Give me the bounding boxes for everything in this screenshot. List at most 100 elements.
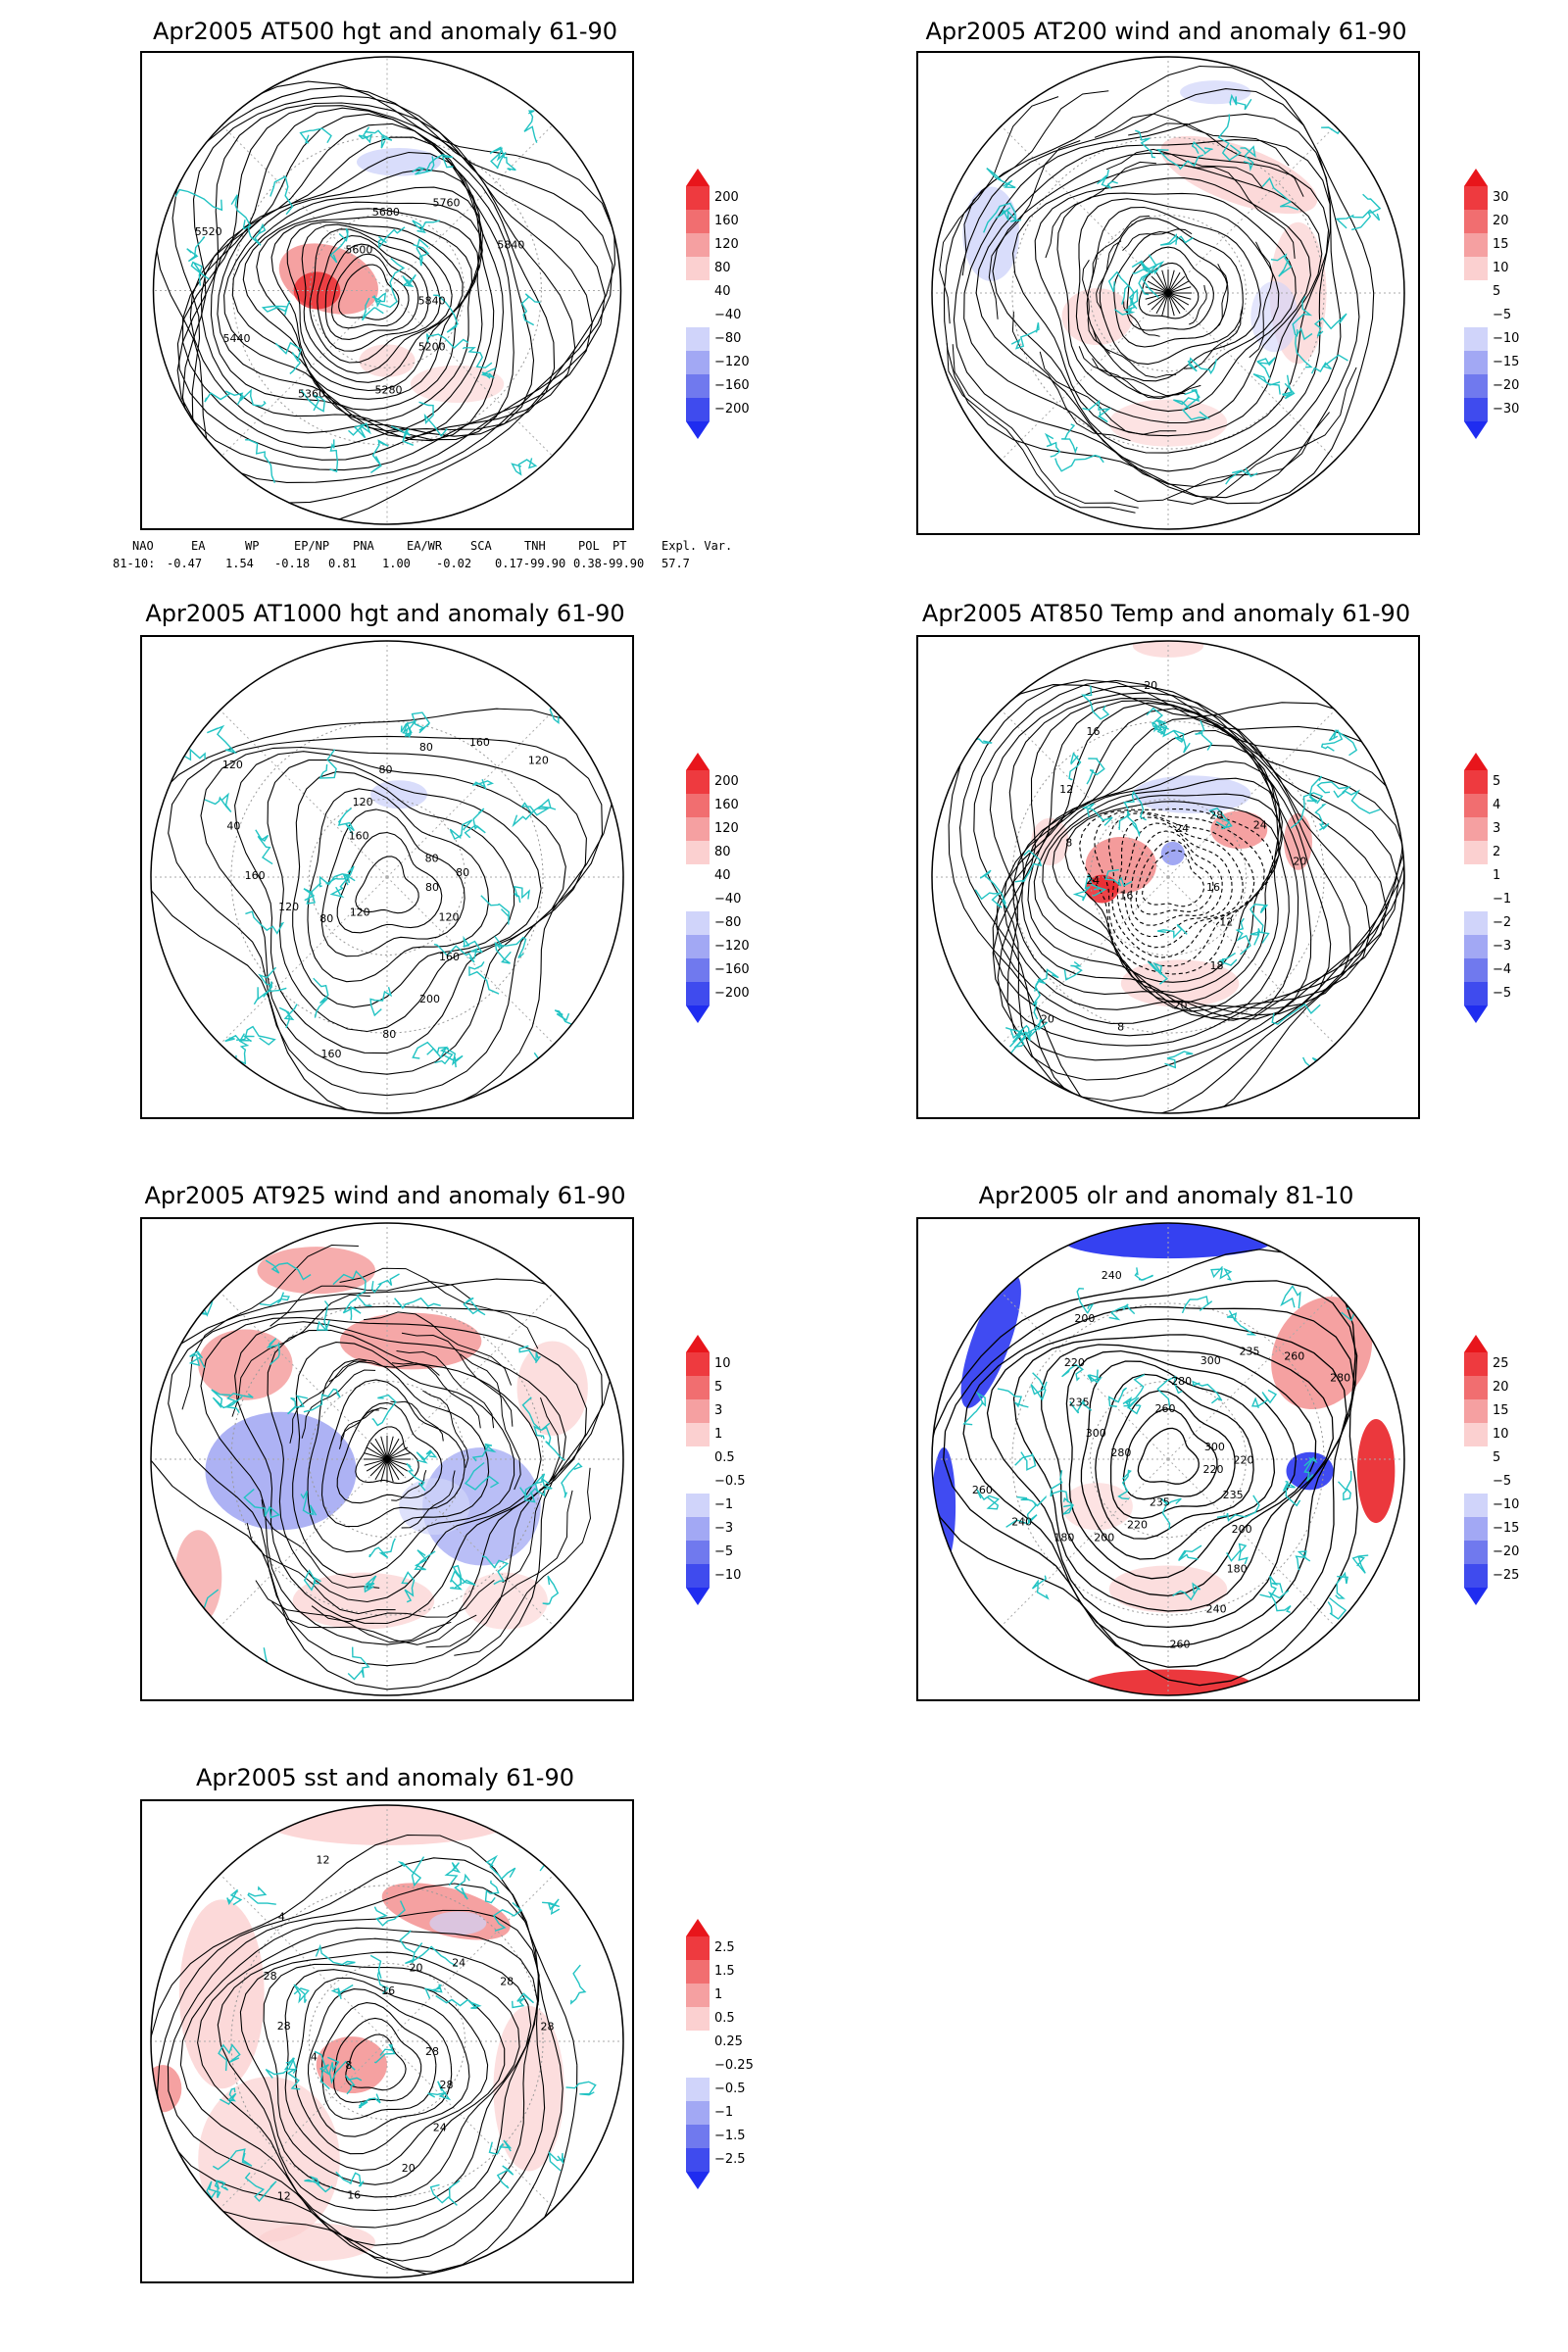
coastline-layer bbox=[983, 93, 1382, 485]
panel-title-at925: Apr2005 AT925 wind and anomaly 61-90 bbox=[144, 1182, 626, 1209]
colorbar-tick-label: 0.25 bbox=[714, 2034, 743, 2049]
contour-label: 20 bbox=[1144, 679, 1157, 692]
index-value: 1.00 bbox=[382, 557, 411, 570]
coastline-layer bbox=[964, 685, 1381, 1091]
contour-label: 220 bbox=[1234, 1454, 1254, 1467]
colorbar-tick-label: 1.5 bbox=[714, 1964, 735, 1979]
colorbar-sst: 2.5 1.5 1 0.5 0.25 −0.25 −0.5 −1 −1.5 −2.5 bbox=[679, 1919, 787, 2203]
contour-label: 200 bbox=[1094, 1532, 1114, 1544]
colorbar-tick-label: −200 bbox=[714, 402, 750, 416]
contour-label: 24 bbox=[1253, 819, 1267, 832]
coastline-layer bbox=[206, 1839, 597, 2206]
colorbar-tick-label: −3 bbox=[1493, 939, 1512, 954]
colorbar-tick-label: 80 bbox=[714, 261, 731, 275]
contour-label: 5280 bbox=[375, 383, 403, 396]
contour-label: 300 bbox=[1200, 1354, 1221, 1367]
colorbar-tick-label: −160 bbox=[714, 962, 750, 977]
contour-label: 280 bbox=[1330, 1372, 1350, 1385]
colorbar-tick-label: 40 bbox=[714, 868, 731, 883]
panel-title-at200: Apr2005 AT200 wind and anomaly 61-90 bbox=[925, 18, 1407, 45]
contour-label: 16 bbox=[1119, 890, 1133, 903]
map-at925-wind bbox=[140, 1217, 634, 1701]
contour-label: 235 bbox=[1223, 1489, 1244, 1501]
colorbar-tick-label: 0.5 bbox=[714, 2011, 735, 2026]
colorbar-tick-label: 20 bbox=[1493, 214, 1509, 228]
colorbar-tick-label: 5 bbox=[714, 1380, 723, 1395]
contour-label: 235 bbox=[1240, 1346, 1260, 1358]
colorbar-tick-label: −0.5 bbox=[714, 1474, 746, 1489]
contour-label: 220 bbox=[1203, 1463, 1224, 1476]
contour-label: 12 bbox=[277, 2190, 291, 2203]
contour-label: 16 bbox=[1206, 881, 1220, 894]
contour-label: 260 bbox=[1155, 1402, 1176, 1415]
index-header: SCA bbox=[470, 539, 492, 553]
contour-label: 20 bbox=[410, 1962, 423, 1975]
colorbar-tick-label: −1 bbox=[714, 1497, 734, 1512]
colorbar-tick-label: −10 bbox=[714, 1568, 742, 1583]
colorbar-scale bbox=[686, 753, 710, 1023]
panel-title-at1000: Apr2005 AT1000 hgt and anomaly 61-90 bbox=[145, 600, 625, 627]
colorbar-tick-label: −5 bbox=[1493, 308, 1512, 322]
contour-label: 120 bbox=[528, 755, 549, 767]
contour-label: 28 bbox=[425, 2045, 439, 2058]
map-at850-temp: 16 12 18 20 8 20 16 24 8 12 16 20 24 28 24 20 bbox=[916, 635, 1420, 1119]
colorbar-at1000: 200 160 120 80 40 −40 −80 −120 −160 −200 bbox=[679, 753, 787, 1037]
colorbar-tick-label: 20 bbox=[1493, 1380, 1509, 1395]
coastline-layer bbox=[173, 1259, 583, 1681]
colorbar-tick-label: 15 bbox=[1493, 237, 1509, 252]
colorbar-tick-label: −200 bbox=[714, 986, 750, 1001]
index-value: 1.54 bbox=[225, 557, 254, 570]
index-header: PNA bbox=[353, 539, 374, 553]
colorbar-tick-label: 2.5 bbox=[714, 1940, 735, 1955]
colorbar-tick-label: −120 bbox=[714, 355, 750, 369]
colorbar-scale bbox=[1464, 753, 1488, 1023]
contour-label: 28 bbox=[1209, 809, 1223, 822]
contour-label: 16 bbox=[1087, 725, 1101, 738]
colorbar-tick-label: 25 bbox=[1493, 1356, 1509, 1371]
colorbar-tick-label: −160 bbox=[714, 378, 750, 393]
contour-label: 80 bbox=[319, 912, 333, 925]
contour-label: 24 bbox=[1175, 822, 1189, 835]
contour-label: 18 bbox=[1210, 959, 1224, 972]
colorbar-tick-label: −1 bbox=[714, 2105, 734, 2120]
contour-label: 280 bbox=[1171, 1375, 1192, 1388]
index-value: -0.18 bbox=[274, 557, 311, 570]
colorbar-scale bbox=[686, 169, 710, 439]
colorbar-tick-label: 200 bbox=[714, 190, 739, 205]
contour-label: 16 bbox=[381, 1984, 395, 1997]
contour-label: 12 bbox=[1059, 783, 1073, 796]
contour-label: 28 bbox=[440, 2079, 454, 2091]
contour-label: 300 bbox=[1204, 1441, 1225, 1453]
colorbar-at500: 200 160 120 80 40 −40 −80 −120 −160 −200 bbox=[679, 169, 787, 453]
contour-label: 20 bbox=[402, 2162, 416, 2175]
contour-label: 5680 bbox=[372, 206, 400, 219]
contour-label: 200 bbox=[1074, 1312, 1095, 1325]
contour-label: 16 bbox=[347, 2188, 361, 2201]
index-value: 57.7 bbox=[662, 557, 690, 570]
colorbar-tick-label: −15 bbox=[1493, 1521, 1520, 1536]
contour-label: 12 bbox=[1219, 915, 1233, 928]
colorbar-tick-label: −20 bbox=[1493, 378, 1520, 393]
colorbar-tick-label: 120 bbox=[714, 821, 739, 836]
colorbar-tick-label: −10 bbox=[1493, 1497, 1520, 1512]
contour-label: 160 bbox=[469, 736, 490, 749]
colorbar-tick-label: −80 bbox=[714, 915, 742, 930]
contour-label: 260 bbox=[972, 1484, 993, 1496]
index-value: -0.02 bbox=[436, 557, 472, 570]
colorbar-tick-label: 10 bbox=[1493, 1427, 1509, 1442]
contour-label: 8 bbox=[1065, 837, 1072, 850]
colorbar-tick-label: −2.5 bbox=[714, 2152, 746, 2167]
colorbar-tick-label: 160 bbox=[714, 214, 739, 228]
index-header: TNH bbox=[524, 539, 546, 553]
colorbar-scale bbox=[686, 1335, 710, 1605]
colorbar-tick-label: −5 bbox=[1493, 1474, 1512, 1489]
map-olr: 220 235 200 180 240 260 235 220 200 180 240 260 280 3… bbox=[916, 1217, 1420, 1701]
contour-label: 5520 bbox=[195, 225, 222, 238]
index-header: EP/NP bbox=[294, 539, 330, 553]
contour-label: 20 bbox=[1041, 1012, 1054, 1025]
contour-label: 5200 bbox=[418, 341, 446, 354]
colorbar-tick-label: −25 bbox=[1493, 1568, 1520, 1583]
colorbar-tick-label: 120 bbox=[714, 237, 739, 252]
map-sst: 28 28 24 20 16 12 8 4 28 28 4 12 16 20 24 28 28 bbox=[140, 1799, 634, 2283]
colorbar-tick-label: −20 bbox=[1493, 1544, 1520, 1559]
